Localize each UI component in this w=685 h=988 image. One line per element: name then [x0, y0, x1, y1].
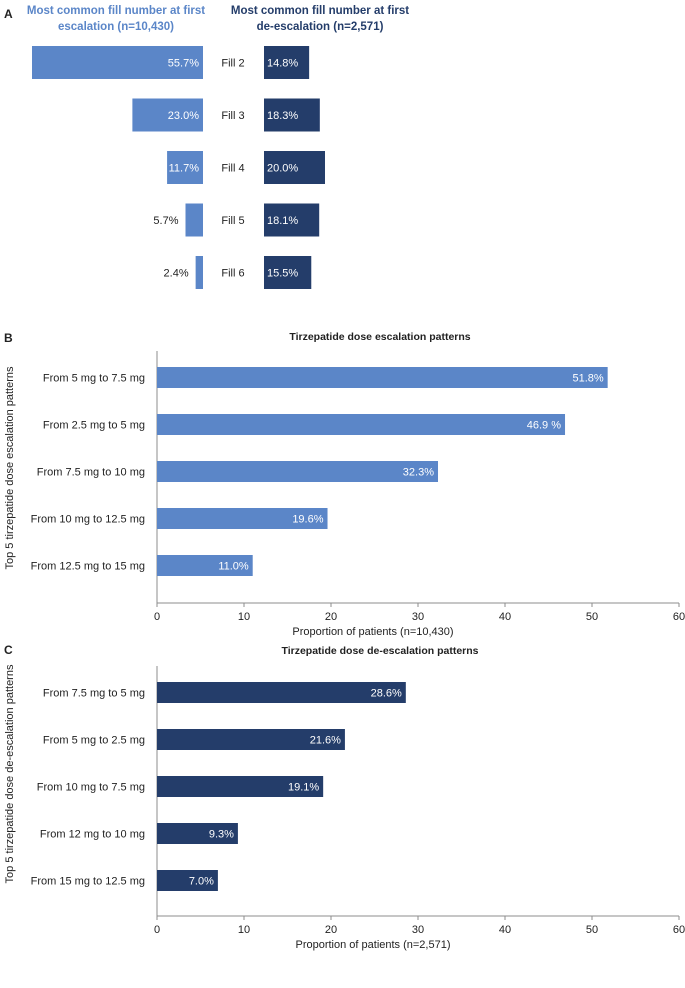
deescalation-bar-label: 15.5%	[267, 268, 298, 280]
x-tick-label: 60	[673, 611, 685, 623]
deescalation-legend-title-line2: de-escalation (n=2,571)	[257, 21, 384, 33]
x-tick-label: 50	[586, 924, 598, 936]
x-tick-label: 20	[325, 611, 337, 623]
bar	[157, 870, 218, 891]
x-tick-label: 40	[499, 611, 511, 623]
x-tick-label: 10	[238, 924, 250, 936]
deescalation-bar-label: 14.8%	[267, 58, 298, 70]
bar	[157, 729, 345, 750]
panel-a-label: A	[4, 7, 13, 21]
bar	[157, 461, 439, 482]
x-tick-label: 30	[412, 611, 424, 623]
bar	[157, 367, 608, 388]
deescalation-bar-label: 18.3%	[267, 110, 298, 122]
category-label: From 12.5 mg to 15 mg	[31, 561, 145, 573]
bar	[157, 776, 324, 797]
bar-value-label: 11.0%	[218, 561, 249, 573]
escalation-bar	[167, 151, 203, 184]
bar-value-label: 51.8%	[572, 373, 603, 385]
panel-c: Tirzepatide dose de-escalation patterns …	[4, 645, 685, 951]
chart-c-ylabel: Top 5 tirzepatide dose de-escalation pat…	[4, 664, 16, 883]
category-label: From 5 mg to 7.5 mg	[43, 373, 145, 385]
escalation-bar-label: 23.0%	[168, 110, 199, 122]
bar	[157, 682, 406, 703]
panel-b: Tirzepatide dose escalation patterns Top…	[4, 331, 685, 638]
category-label: From 7.5 mg to 5 mg	[43, 688, 145, 700]
bar-value-label: 32.3%	[403, 467, 434, 479]
fill-category-label: Fill 4	[221, 163, 244, 175]
x-tick-label: 30	[412, 924, 424, 936]
chart-b-ylabel: Top 5 tirzepatide dose escalation patter…	[4, 366, 16, 570]
chart-b-xlabel: Proportion of patients (n=10,430)	[292, 626, 453, 638]
x-tick-label: 60	[673, 924, 685, 936]
deescalation-bar	[264, 256, 312, 289]
bar	[157, 414, 566, 435]
x-tick-label: 0	[154, 611, 160, 623]
bar	[157, 555, 253, 576]
x-tick-label: 40	[499, 924, 511, 936]
bar	[157, 508, 328, 529]
escalation-legend-title-line2: escalation (n=10,430)	[58, 21, 174, 33]
category-label: From 7.5 mg to 10 mg	[37, 467, 145, 479]
escalation-bar-label: 55.7%	[168, 58, 199, 70]
deescalation-bar-label: 18.1%	[267, 215, 298, 227]
panel-a: Most common fill number at first escalat…	[27, 5, 409, 289]
category-label: From 2.5 mg to 5 mg	[43, 420, 145, 432]
category-label: From 12 mg to 10 mg	[40, 829, 145, 841]
escalation-legend-title-line1: Most common fill number at first	[27, 5, 205, 17]
bar-value-label: 9.3%	[209, 829, 234, 841]
chart-c-xlabel: Proportion of patients (n=2,571)	[295, 939, 450, 951]
escalation-bar	[132, 98, 203, 132]
fill-category-label: Fill 3	[221, 110, 244, 122]
bar	[157, 823, 238, 844]
category-label: From 10 mg to 7.5 mg	[37, 782, 145, 794]
deescalation-bar	[264, 151, 325, 184]
panel-c-label: C	[4, 643, 13, 657]
deescalation-bar	[264, 203, 320, 237]
chart-c-title: Tirzepatide dose de-escalation patterns	[281, 645, 478, 657]
bar-value-label: 19.6%	[292, 514, 323, 526]
x-tick-label: 20	[325, 924, 337, 936]
escalation-bar	[185, 203, 203, 237]
bar-value-label: 28.6%	[371, 688, 402, 700]
deescalation-bar	[264, 46, 310, 79]
x-tick-label: 50	[586, 611, 598, 623]
deescalation-bar-label: 20.0%	[267, 163, 298, 175]
bar-value-label: 19.1%	[288, 782, 319, 794]
fill-category-label: Fill 5	[221, 215, 244, 227]
category-label: From 15 mg to 12.5 mg	[31, 876, 145, 888]
fill-category-label: Fill 6	[221, 268, 244, 280]
escalation-bar-label: 5.7%	[153, 215, 178, 227]
bar-value-label: 7.0%	[189, 876, 214, 888]
escalation-bar	[32, 46, 203, 79]
escalation-bar-label: 11.7%	[169, 163, 200, 175]
escalation-bar-label: 2.4%	[164, 268, 189, 280]
x-tick-label: 10	[238, 611, 250, 623]
category-label: From 5 mg to 2.5 mg	[43, 735, 145, 747]
chart-b-title: Tirzepatide dose escalation patterns	[289, 331, 470, 343]
escalation-bar	[195, 256, 203, 289]
panel-b-label: B	[4, 331, 13, 345]
x-tick-label: 0	[154, 924, 160, 936]
deescalation-legend-title-line1: Most common fill number at first	[231, 5, 409, 17]
category-label: From 10 mg to 12.5 mg	[31, 514, 145, 526]
bar-value-label: 21.6%	[310, 735, 341, 747]
deescalation-bar	[264, 98, 320, 132]
fill-category-label: Fill 2	[221, 58, 244, 70]
bar-value-label: 46.9 %	[527, 420, 561, 432]
